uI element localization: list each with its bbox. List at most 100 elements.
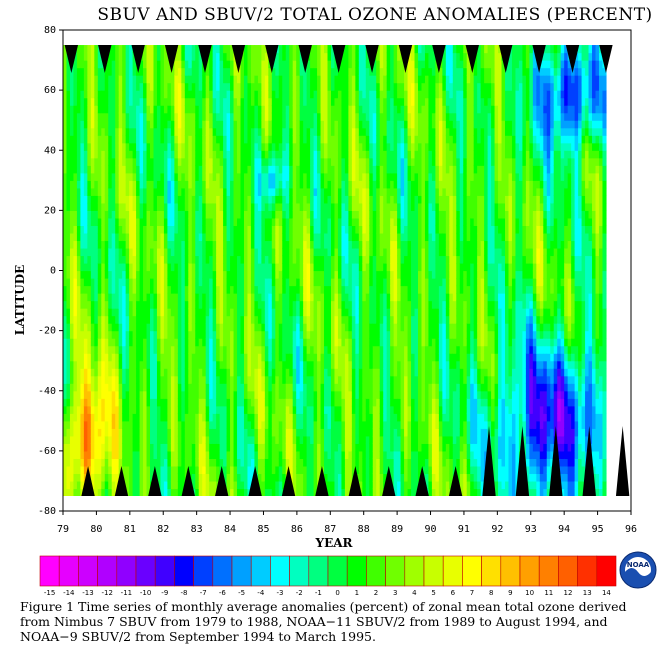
heatmap-cell bbox=[104, 375, 109, 384]
heatmap-cell bbox=[195, 353, 200, 362]
heatmap-cell bbox=[118, 165, 123, 174]
heatmap-cell bbox=[282, 135, 287, 144]
heatmap-cell bbox=[289, 172, 294, 181]
heatmap-cell bbox=[191, 435, 196, 444]
heatmap-cell bbox=[289, 375, 294, 384]
heatmap-cell bbox=[351, 390, 356, 399]
heatmap-cell bbox=[341, 225, 346, 234]
heatmap-cell bbox=[216, 187, 221, 196]
heatmap-cell bbox=[83, 278, 88, 287]
heatmap-cell bbox=[303, 428, 308, 437]
heatmap-cell bbox=[150, 165, 155, 174]
heatmap-cell bbox=[66, 465, 71, 475]
heatmap-cell bbox=[296, 353, 301, 362]
heatmap-cell bbox=[146, 45, 151, 54]
heatmap-cell bbox=[150, 150, 155, 159]
heatmap-cell bbox=[247, 142, 252, 151]
heatmap-cell bbox=[111, 293, 116, 302]
heatmap-cell bbox=[219, 240, 224, 249]
heatmap-cell bbox=[118, 82, 123, 91]
heatmap-cell bbox=[247, 390, 252, 399]
heatmap-cell bbox=[226, 60, 231, 69]
heatmap-cell bbox=[223, 120, 228, 129]
heatmap-cell bbox=[69, 142, 75, 151]
heatmap-cell bbox=[271, 278, 276, 287]
heatmap-cell bbox=[282, 270, 287, 279]
heatmap-cell bbox=[90, 338, 95, 347]
heatmap-cell bbox=[216, 420, 221, 429]
heatmap-cell bbox=[163, 488, 169, 496]
heatmap-cell bbox=[226, 420, 231, 429]
heatmap-cell bbox=[153, 262, 158, 272]
heatmap-cell bbox=[230, 338, 235, 347]
heatmap-cell bbox=[73, 150, 78, 159]
heatmap-cell bbox=[233, 323, 238, 332]
heatmap-cell bbox=[202, 458, 207, 467]
heatmap-cell bbox=[275, 120, 280, 129]
heatmap-cell bbox=[310, 338, 315, 347]
heatmap-cell bbox=[122, 383, 127, 392]
heatmap-cell bbox=[76, 105, 82, 114]
heatmap-cell bbox=[129, 405, 134, 414]
heatmap-cell bbox=[195, 375, 200, 384]
heatmap-cell bbox=[230, 278, 235, 287]
heatmap-cell bbox=[219, 135, 224, 144]
heatmap-cell bbox=[261, 383, 266, 392]
heatmap-cell bbox=[306, 405, 311, 414]
heatmap-cell bbox=[181, 278, 186, 287]
heatmap-cell bbox=[101, 375, 106, 384]
heatmap-cell bbox=[111, 360, 116, 369]
heatmap-cell bbox=[261, 187, 266, 196]
heatmap-cell bbox=[310, 420, 315, 429]
heatmap-cell bbox=[202, 360, 207, 369]
heatmap-cell bbox=[341, 180, 346, 189]
heatmap-cell bbox=[104, 428, 109, 437]
heatmap-cell bbox=[237, 172, 242, 181]
heatmap-cell bbox=[250, 368, 256, 377]
heatmap-cell bbox=[202, 488, 207, 496]
heatmap-cell bbox=[327, 390, 332, 399]
heatmap-cell bbox=[275, 488, 280, 496]
heatmap-cell bbox=[334, 247, 339, 257]
heatmap-cell bbox=[223, 232, 228, 242]
heatmap-cell bbox=[143, 60, 148, 69]
heatmap-cell bbox=[63, 480, 68, 490]
heatmap-cell bbox=[257, 195, 262, 204]
heatmap-cell bbox=[184, 300, 189, 309]
heatmap-cell bbox=[160, 255, 165, 264]
heatmap-cell bbox=[337, 465, 343, 475]
heatmap-cell bbox=[324, 443, 329, 452]
heatmap-cell bbox=[317, 180, 322, 189]
heatmap-cell bbox=[261, 210, 266, 219]
heatmap-cell bbox=[243, 428, 249, 437]
heatmap-cell bbox=[83, 210, 88, 219]
heatmap-cell bbox=[271, 165, 276, 174]
heatmap-cell bbox=[247, 150, 252, 159]
heatmap-cell bbox=[174, 52, 179, 61]
heatmap-cell bbox=[257, 420, 262, 429]
heatmap-cell bbox=[195, 165, 200, 174]
heatmap-cell bbox=[341, 398, 346, 407]
heatmap-cell bbox=[237, 420, 242, 429]
heatmap-cell bbox=[261, 232, 266, 242]
heatmap-cell bbox=[299, 112, 304, 121]
heatmap-cell bbox=[66, 135, 71, 144]
heatmap-cell bbox=[223, 142, 228, 151]
heatmap-cell bbox=[320, 398, 325, 407]
heatmap-cell bbox=[223, 308, 228, 317]
heatmap-cell bbox=[282, 150, 287, 159]
heatmap-cell bbox=[118, 75, 123, 84]
heatmap-cell bbox=[237, 360, 242, 369]
heatmap-cell bbox=[69, 420, 75, 429]
heatmap-cell bbox=[257, 383, 262, 392]
heatmap-cell bbox=[348, 383, 353, 392]
heatmap-cell bbox=[115, 187, 120, 196]
heatmap-cell bbox=[330, 368, 336, 377]
heatmap-cell bbox=[226, 300, 231, 309]
heatmap-cell bbox=[317, 338, 322, 347]
heatmap-cell bbox=[129, 428, 134, 437]
heatmap-cell bbox=[261, 105, 266, 114]
heatmap-cell bbox=[306, 255, 311, 264]
heatmap-cell bbox=[212, 120, 217, 129]
heatmap-cell bbox=[233, 420, 238, 429]
